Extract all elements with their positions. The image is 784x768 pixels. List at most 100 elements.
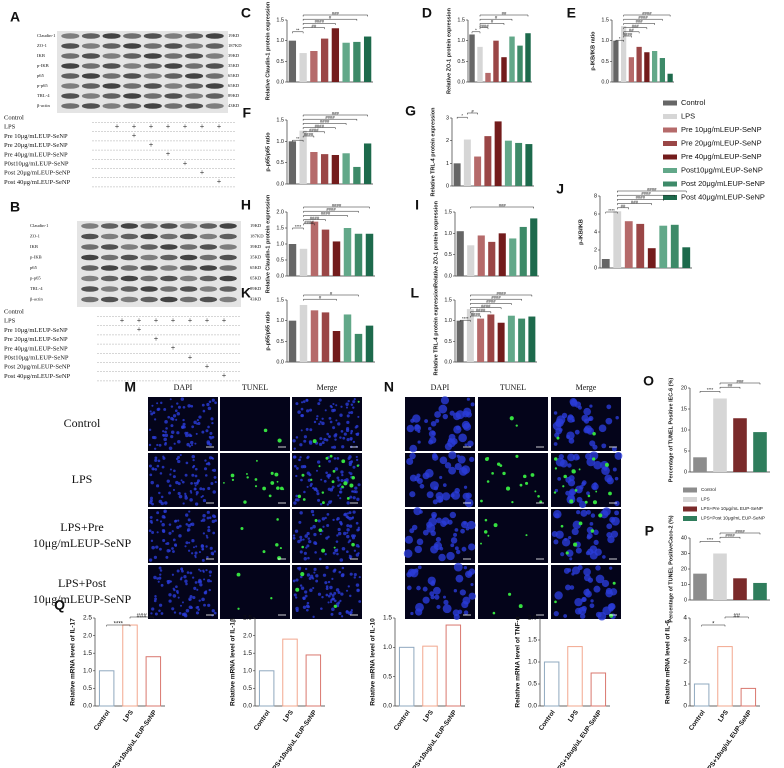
panel-letter: B xyxy=(10,199,20,215)
significance-bracket xyxy=(719,382,761,385)
band xyxy=(184,103,204,109)
apoptotic-cell xyxy=(246,473,248,475)
column-header: Merge xyxy=(317,383,338,392)
y-axis-label: Percentage of TUNEL Positive IEC-6 (%) xyxy=(668,378,674,483)
nucleus xyxy=(155,545,159,549)
nucleus xyxy=(164,441,167,445)
nucleus xyxy=(462,410,470,418)
nucleus xyxy=(607,535,615,544)
band xyxy=(123,53,142,59)
nucleus xyxy=(318,422,321,426)
significance-bracket xyxy=(623,18,663,21)
nucleus xyxy=(306,409,310,413)
band xyxy=(199,254,218,261)
nucleus xyxy=(164,430,167,434)
apoptotic-cell xyxy=(554,600,557,604)
apoptotic-cell xyxy=(507,592,512,596)
significance-bracket xyxy=(302,114,368,117)
nucleus xyxy=(340,592,344,596)
nucleus xyxy=(319,533,322,536)
nucleus xyxy=(170,434,174,439)
nucleus xyxy=(312,524,316,529)
y-tick-label: 0.0 xyxy=(601,79,609,85)
nucleus xyxy=(431,511,437,518)
nucleus xyxy=(563,537,568,541)
nucleus xyxy=(292,534,296,537)
nucleus xyxy=(210,551,215,556)
nucleus xyxy=(335,540,339,543)
nucleus xyxy=(189,571,193,575)
nucleus xyxy=(605,417,613,425)
band xyxy=(81,244,99,250)
apoptotic-cell xyxy=(333,546,336,549)
nucleus xyxy=(463,422,472,431)
apoptotic-cell xyxy=(262,486,266,491)
nucleus xyxy=(193,487,197,491)
apoptotic-cell xyxy=(573,542,578,547)
legend-label: LPS xyxy=(701,497,710,502)
band xyxy=(184,83,204,89)
nucleus xyxy=(448,466,457,475)
nucleus xyxy=(356,528,360,532)
nucleus xyxy=(199,569,202,572)
bar xyxy=(398,646,415,707)
nucleus xyxy=(208,588,211,592)
nucleus xyxy=(407,585,412,591)
nucleus xyxy=(307,556,310,560)
nucleus xyxy=(181,601,184,604)
nucleus xyxy=(453,589,458,593)
nucleus xyxy=(414,424,421,432)
nucleus xyxy=(161,522,165,527)
nucleus xyxy=(170,424,174,428)
y-axis-label: Relative mRNA level of IL-17 xyxy=(70,618,77,706)
nucleus xyxy=(409,491,416,498)
bar xyxy=(467,245,475,276)
bar xyxy=(659,225,668,268)
nucleus xyxy=(454,462,462,471)
nucleus xyxy=(201,494,204,498)
nucleus xyxy=(188,445,192,448)
nucleus xyxy=(601,579,610,588)
nucleus xyxy=(355,458,359,462)
legend-swatch xyxy=(663,181,677,187)
apoptotic-cell xyxy=(318,528,323,533)
nucleus xyxy=(308,576,312,580)
nucleus xyxy=(310,509,315,514)
bar xyxy=(717,646,733,707)
y-tick-label: 4 xyxy=(683,615,687,622)
nucleus xyxy=(202,409,206,413)
nucleus xyxy=(455,574,464,583)
nucleus xyxy=(198,568,201,571)
apoptotic-cell xyxy=(301,473,305,477)
nucleus xyxy=(196,588,199,591)
nucleus xyxy=(336,548,339,551)
nucleus xyxy=(467,520,476,530)
apoptotic-cell xyxy=(523,474,527,479)
nucleus xyxy=(156,443,159,447)
nucleus xyxy=(196,418,200,422)
nucleus xyxy=(355,553,360,557)
nucleus xyxy=(150,480,154,485)
nucleus xyxy=(341,445,345,449)
nucleus xyxy=(159,472,163,475)
nucleus xyxy=(413,507,422,516)
treatment-mark: + xyxy=(132,131,137,140)
nucleus xyxy=(403,549,413,558)
nucleus xyxy=(172,538,176,542)
nucleus xyxy=(158,603,163,607)
band xyxy=(164,73,183,79)
nucleus xyxy=(314,542,318,546)
nucleus xyxy=(590,513,596,518)
y-axis-label: Relative ZO-1 protein expression xyxy=(446,7,452,94)
nucleus xyxy=(178,534,182,538)
significance-label: #### xyxy=(471,312,481,317)
band-size: 65KD xyxy=(250,265,262,270)
y-tick-label: 1.5 xyxy=(243,650,252,657)
legend-swatch xyxy=(683,516,697,521)
nucleus xyxy=(327,473,332,478)
significance-bracket xyxy=(129,616,154,619)
y-tick-label: 1.5 xyxy=(276,17,284,23)
nucleus xyxy=(303,490,306,494)
band xyxy=(184,43,204,49)
apoptotic-cell xyxy=(230,473,235,478)
